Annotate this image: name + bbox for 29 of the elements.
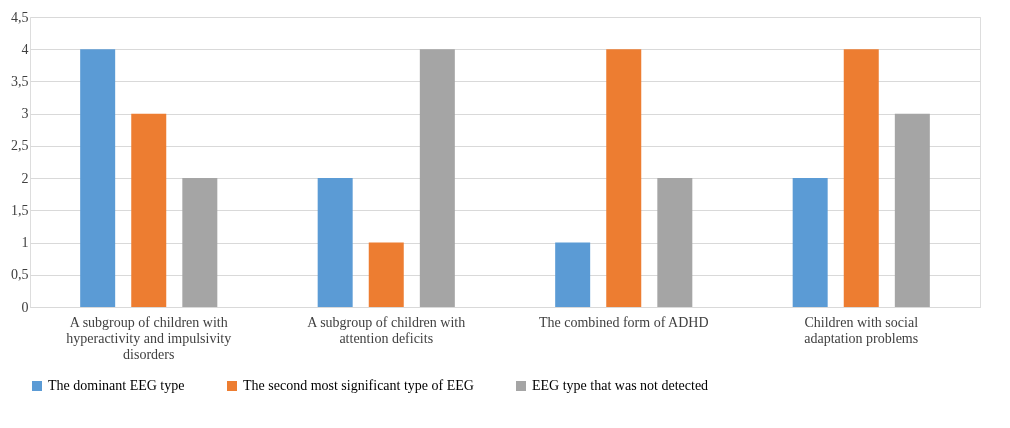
bar: [419, 49, 455, 307]
bar: [606, 49, 642, 307]
y-tick-label: 3: [21, 106, 29, 122]
bar: [843, 49, 879, 307]
y-tick-label: 1,5: [11, 202, 29, 218]
bar: [131, 113, 167, 307]
x-tick-label: The combined form of ADHD: [538, 314, 709, 330]
y-tick-label: 3,5: [11, 73, 29, 89]
y-tick-label: 2,5: [11, 138, 29, 154]
y-tick-label: 2: [21, 170, 29, 186]
bar: [792, 178, 828, 307]
bar: [80, 49, 116, 307]
y-tick-label: 0,5: [11, 267, 29, 283]
legend-label: EEG type that was not detected: [532, 378, 709, 393]
y-tick-label: 0: [21, 299, 29, 315]
x-tick-label: Children with social adaptation problems: [804, 314, 919, 346]
legend-label: The second most significant type of EEG: [243, 378, 474, 393]
y-tick-label: 4: [21, 41, 29, 57]
bar: [657, 178, 693, 307]
y-tick-label: 1: [21, 235, 29, 251]
bar: [317, 178, 353, 307]
legend-label: The dominant EEG type: [48, 378, 185, 393]
x-tick-label: A subgroup of children with attention deficits: [307, 314, 466, 346]
y-tick-label: 4,5: [11, 9, 29, 25]
bar: [182, 178, 218, 307]
bar: [894, 113, 930, 307]
bar: [368, 242, 404, 307]
x-tick-label: A subgroup of children with hyperactivity and impulsivity disorders: [66, 314, 232, 362]
bar: [555, 242, 591, 307]
